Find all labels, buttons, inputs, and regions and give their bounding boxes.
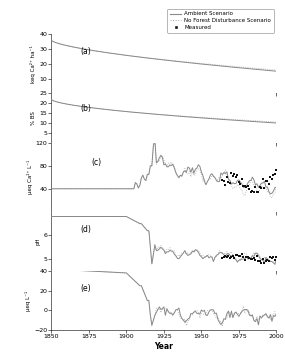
Point [238, 181, 243, 187]
Point [226, 179, 231, 185]
Point [253, 184, 258, 189]
Point [250, 188, 255, 193]
Point [255, 253, 259, 258]
Point [265, 178, 270, 184]
Point [222, 255, 226, 260]
Point [271, 254, 276, 260]
Point [231, 253, 235, 259]
Point [237, 179, 241, 184]
Point [235, 173, 240, 178]
Point [223, 182, 228, 187]
Point [231, 173, 235, 179]
Point [228, 180, 232, 186]
Point [264, 258, 268, 263]
Point [237, 253, 241, 258]
Point [274, 167, 279, 173]
Point [259, 260, 264, 266]
Y-axis label: pH: pH [35, 237, 40, 245]
Point [240, 251, 244, 256]
Point [256, 189, 261, 194]
Point [265, 257, 270, 263]
Point [273, 171, 277, 177]
Point [240, 176, 244, 182]
Point [249, 257, 253, 262]
Point [267, 258, 271, 263]
Point [259, 186, 264, 191]
Point [271, 172, 276, 178]
Point [261, 176, 265, 182]
Point [253, 257, 258, 262]
Point [270, 255, 274, 261]
Y-axis label: μeq Ca²⁺ L⁻¹: μeq Ca²⁺ L⁻¹ [27, 160, 32, 194]
Point [256, 258, 261, 263]
Point [234, 174, 238, 180]
Point [247, 256, 252, 261]
Point [223, 253, 228, 259]
Point [232, 171, 237, 177]
Point [258, 258, 262, 263]
Point [261, 257, 265, 262]
Point [226, 253, 231, 259]
Point [252, 256, 256, 261]
Point [247, 186, 252, 191]
Y-axis label: % BS: % BS [31, 111, 36, 125]
Point [235, 252, 240, 258]
Text: (c): (c) [92, 158, 102, 167]
Point [267, 181, 271, 187]
Point [243, 184, 247, 189]
Point [238, 253, 243, 258]
Point [274, 254, 279, 260]
Text: (d): (d) [81, 225, 91, 234]
Y-axis label: μeq L⁻¹: μeq L⁻¹ [25, 290, 31, 311]
Point [268, 254, 273, 260]
Point [222, 179, 226, 184]
Point [273, 257, 277, 263]
Point [243, 257, 247, 263]
Point [249, 189, 253, 195]
Text: (a): (a) [81, 47, 91, 56]
Point [241, 183, 246, 189]
Point [229, 170, 234, 176]
Point [244, 254, 249, 260]
Text: (b): (b) [81, 104, 91, 113]
Point [268, 174, 273, 180]
Legend: Ambient Scenario, No Forest Disturbance Scenario, Measured: Ambient Scenario, No Forest Disturbance … [167, 9, 274, 33]
Point [255, 189, 259, 195]
Text: (e): (e) [81, 284, 91, 293]
Point [241, 255, 246, 260]
Point [220, 255, 225, 261]
Point [270, 176, 274, 181]
Point [262, 185, 267, 191]
Point [246, 255, 250, 260]
Y-axis label: keq Ca²⁺ ha⁻¹: keq Ca²⁺ ha⁻¹ [30, 45, 36, 83]
Point [225, 255, 229, 260]
X-axis label: Year: Year [154, 342, 173, 351]
Point [246, 184, 250, 189]
Point [228, 255, 232, 261]
Point [258, 184, 262, 190]
Point [262, 260, 267, 266]
Point [229, 255, 234, 260]
Point [250, 256, 255, 262]
Point [244, 184, 249, 190]
Point [232, 255, 237, 261]
Point [220, 177, 225, 182]
Point [264, 178, 268, 184]
Point [234, 252, 238, 258]
Point [252, 189, 256, 195]
Point [225, 174, 229, 179]
